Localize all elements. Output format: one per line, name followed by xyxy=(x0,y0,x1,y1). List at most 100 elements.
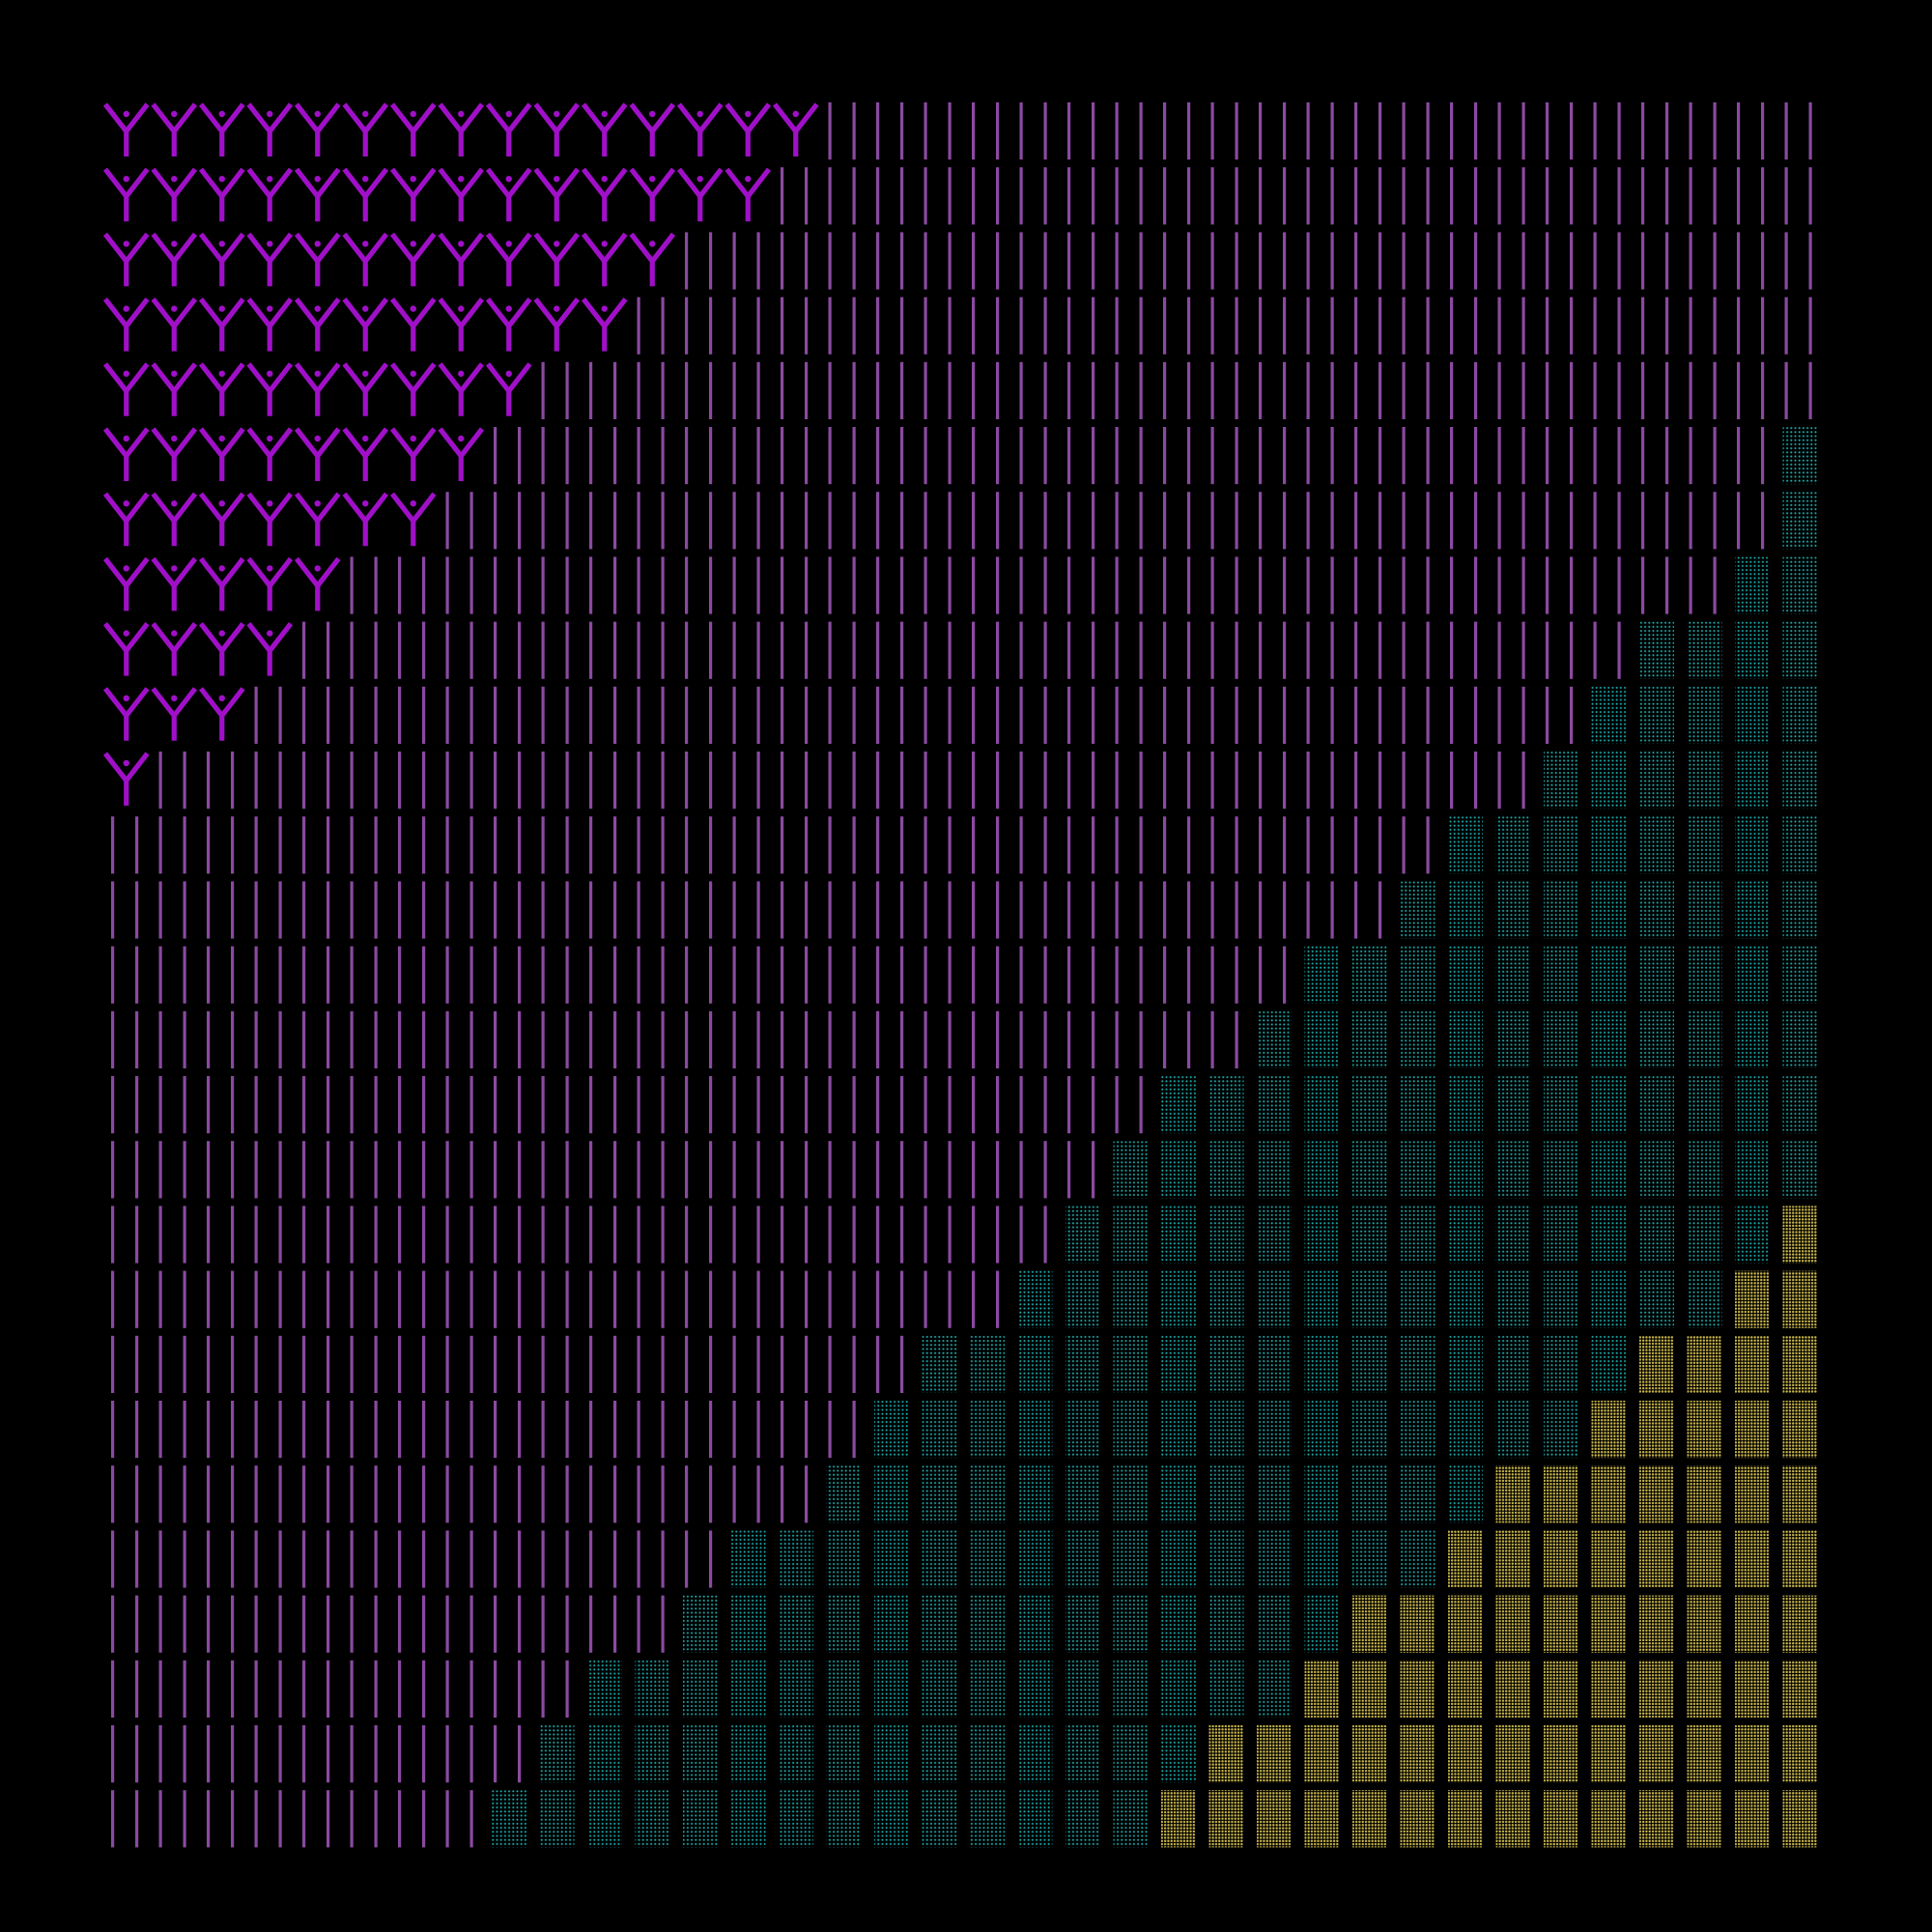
y-glyph xyxy=(389,232,437,287)
teal-dot-block xyxy=(1400,1335,1435,1393)
double-bar-glyph xyxy=(1593,621,1621,679)
teal-dot-block xyxy=(970,1530,1005,1588)
double-bar-glyph xyxy=(1067,1076,1095,1134)
teal-dot-block xyxy=(1735,1010,1770,1068)
teal-dot-block xyxy=(1161,1141,1196,1199)
teal-dot-block xyxy=(1304,1206,1340,1264)
y-glyph xyxy=(772,102,819,156)
teal-dot-block xyxy=(1448,881,1483,939)
yellow-dot-block xyxy=(1782,1335,1818,1393)
teal-dot-block xyxy=(1639,621,1674,679)
teal-dot-block xyxy=(922,1660,957,1718)
double-bar-glyph xyxy=(1019,232,1047,290)
y-glyph xyxy=(294,362,341,416)
double-bar-glyph xyxy=(1737,297,1765,355)
double-bar-glyph xyxy=(1210,232,1238,290)
teal-dot-block xyxy=(922,1401,957,1459)
double-bar-glyph xyxy=(494,1595,522,1653)
teal-dot-block xyxy=(1591,1335,1627,1393)
double-bar-glyph xyxy=(1019,946,1047,1004)
teal-dot-block xyxy=(1782,1010,1818,1068)
yellow-dot-block xyxy=(1591,1660,1627,1718)
double-bar-glyph xyxy=(207,816,235,874)
double-bar-glyph xyxy=(1306,492,1334,550)
teal-dot-block xyxy=(1735,946,1770,1004)
y-glyph xyxy=(246,556,294,611)
double-bar-glyph xyxy=(1689,361,1717,419)
teal-dot-block xyxy=(1208,1660,1244,1718)
double-bar-glyph xyxy=(685,1530,713,1588)
double-bar-glyph xyxy=(876,556,904,614)
double-bar-glyph xyxy=(637,1335,665,1393)
double-bar-glyph xyxy=(732,361,760,419)
double-bar-glyph xyxy=(541,556,569,614)
double-bar-glyph xyxy=(1115,427,1143,485)
double-bar-glyph xyxy=(1259,946,1287,1004)
teal-dot-block xyxy=(1208,1335,1244,1393)
double-bar-glyph xyxy=(541,752,569,810)
double-bar-glyph xyxy=(972,167,1000,225)
teal-dot-block xyxy=(1017,1530,1053,1588)
yellow-dot-block xyxy=(1687,1335,1722,1393)
y-glyph xyxy=(485,362,532,416)
double-bar-glyph xyxy=(254,946,282,1004)
teal-dot-block xyxy=(1687,946,1722,1004)
double-bar-glyph xyxy=(1019,816,1047,874)
double-bar-glyph xyxy=(302,752,330,810)
double-bar-glyph xyxy=(876,946,904,1004)
double-bar-glyph xyxy=(541,427,569,485)
teal-dot-block xyxy=(1208,1465,1244,1523)
double-bar-glyph xyxy=(1163,621,1191,679)
teal-dot-block xyxy=(779,1725,813,1783)
yellow-dot-block xyxy=(1544,1790,1578,1848)
double-bar-glyph xyxy=(1450,427,1478,485)
y-glyph xyxy=(676,167,724,222)
teal-dot-block xyxy=(1782,686,1818,744)
double-bar-glyph xyxy=(876,881,904,939)
teal-dot-block xyxy=(970,1335,1005,1393)
double-bar-glyph xyxy=(1163,232,1191,290)
double-bar-glyph xyxy=(494,816,522,874)
double-bar-glyph xyxy=(1354,102,1382,160)
double-bar-glyph xyxy=(302,1725,330,1783)
double-bar-glyph xyxy=(972,1010,1000,1068)
teal-dot-block xyxy=(1639,946,1674,1004)
double-bar-glyph xyxy=(828,1335,856,1393)
teal-dot-block xyxy=(1257,1335,1292,1393)
y-glyph xyxy=(102,622,150,676)
double-bar-glyph xyxy=(1689,232,1717,290)
double-bar-glyph xyxy=(1115,1076,1143,1134)
double-bar-glyph xyxy=(350,752,378,810)
yellow-dot-block xyxy=(1639,1725,1674,1783)
double-bar-glyph xyxy=(1115,752,1143,810)
y-glyph xyxy=(533,102,581,156)
double-bar-glyph xyxy=(1019,752,1047,810)
double-bar-glyph xyxy=(1737,167,1765,225)
y-glyph xyxy=(581,102,628,156)
double-bar-glyph xyxy=(923,492,952,550)
double-bar-glyph xyxy=(1497,232,1525,290)
teal-dot-block xyxy=(1687,1270,1722,1328)
double-bar-glyph xyxy=(398,946,426,1004)
teal-dot-block xyxy=(1735,556,1770,614)
double-bar-glyph xyxy=(158,1595,186,1653)
teal-dot-block xyxy=(1113,1790,1149,1848)
teal-dot-block xyxy=(1257,1076,1292,1134)
double-bar-glyph xyxy=(828,816,856,874)
teal-dot-block xyxy=(1735,686,1770,744)
double-bar-glyph xyxy=(254,1660,282,1718)
double-bar-glyph xyxy=(781,816,809,874)
double-bar-glyph xyxy=(398,1010,426,1068)
y-glyph xyxy=(581,167,628,222)
double-bar-glyph xyxy=(732,621,760,679)
double-bar-glyph xyxy=(923,1010,952,1068)
teal-dot-block xyxy=(874,1660,909,1718)
double-bar-glyph xyxy=(111,1790,139,1848)
double-bar-glyph xyxy=(923,361,952,419)
teal-dot-block xyxy=(1448,1010,1483,1068)
teal-dot-block xyxy=(1352,1465,1387,1523)
double-bar-glyph xyxy=(1546,102,1574,160)
teal-dot-block xyxy=(1257,1206,1292,1264)
teal-dot-block xyxy=(1400,1270,1435,1328)
double-bar-glyph xyxy=(111,1010,139,1068)
